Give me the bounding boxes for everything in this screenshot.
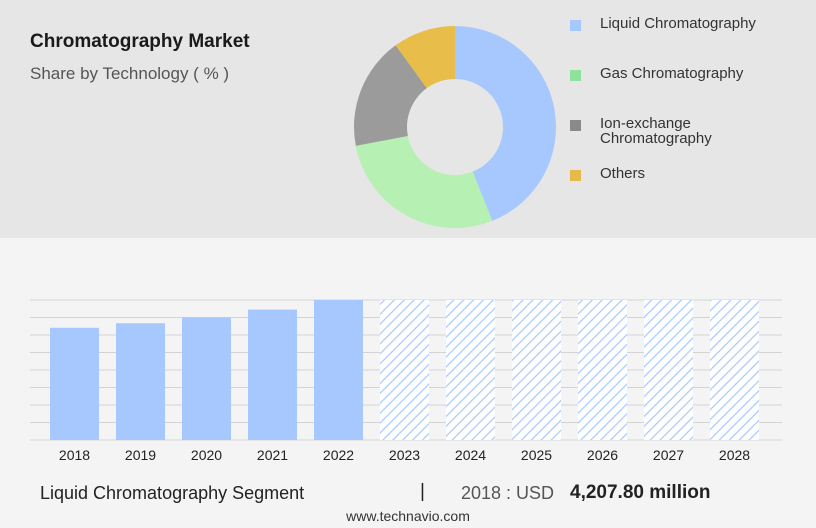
x-tick-label: 2022 (323, 447, 354, 463)
x-tick-label: 2020 (191, 447, 222, 463)
x-tick-label: 2024 (455, 447, 486, 463)
footer-segment: Liquid Chromatography Segment (40, 483, 305, 503)
bar-2022 (314, 300, 363, 440)
legend-swatch (570, 20, 581, 31)
donut-slice-others (395, 25, 455, 89)
x-tick-label: 2026 (587, 447, 618, 463)
bar-2018 (50, 327, 99, 440)
bar-marks (50, 300, 759, 440)
chart-subtitle: Share by Technology ( % ) (30, 64, 230, 83)
forecast-bar-2024 (446, 300, 495, 440)
x-tick-label: 2023 (389, 447, 420, 463)
footer-url[interactable]: www.technavio.com (346, 508, 470, 524)
forecast-bar-2028 (710, 300, 759, 440)
donut-slice-ion-exchange-chromatography (354, 45, 427, 146)
legend-label: Gas Chromatography (600, 65, 744, 82)
legend-label: Liquid Chromatography (600, 15, 756, 32)
donut-slice-gas-chromatography (355, 135, 493, 228)
bar-2020 (182, 317, 231, 440)
chart-title: Chromatography Market (30, 31, 250, 52)
forecast-bar-2027 (644, 300, 693, 440)
legend-label: Others (600, 165, 646, 182)
bar-2021 (248, 309, 297, 440)
legend-item: Gas Chromatography (570, 66, 780, 81)
x-tick-label: 2021 (257, 447, 288, 463)
legend-swatch (570, 170, 581, 181)
legend-item: Liquid Chromatography (570, 16, 780, 31)
x-tick-label: 2027 (653, 447, 684, 463)
x-tick-label: 2019 (125, 447, 156, 463)
forecast-bar-2025 (512, 300, 561, 440)
legend-swatch (570, 120, 581, 131)
footer-year-label: 2018 : USD (461, 483, 555, 503)
forecast-bar-2026 (578, 300, 627, 440)
x-tick-label: 2028 (719, 447, 750, 463)
legend-label: Ion-exchange Chromatography (600, 115, 712, 147)
bar-2019 (116, 323, 165, 440)
donut-chart (354, 25, 556, 228)
bar-chart: 2018 2019 2020 2021 2022 2023 2024 2025 2026 2027… (30, 299, 782, 463)
forecast-bar-2023 (380, 300, 429, 440)
x-tick-label: 2018 (59, 447, 90, 463)
donut-slice-liquid-chromatography (455, 26, 556, 221)
legend-swatch (570, 70, 581, 81)
x-tick-labels: 2018 2019 2020 2021 2022 2023 2024 2025 2026 2027… (59, 447, 750, 463)
legend-item: Ion-exchange Chromatography (570, 116, 780, 146)
legend-item: Others (570, 166, 780, 181)
footer-divider: | (420, 481, 425, 502)
x-tick-label: 2025 (521, 447, 552, 463)
footer-value: 4,207.80 million (570, 482, 711, 503)
